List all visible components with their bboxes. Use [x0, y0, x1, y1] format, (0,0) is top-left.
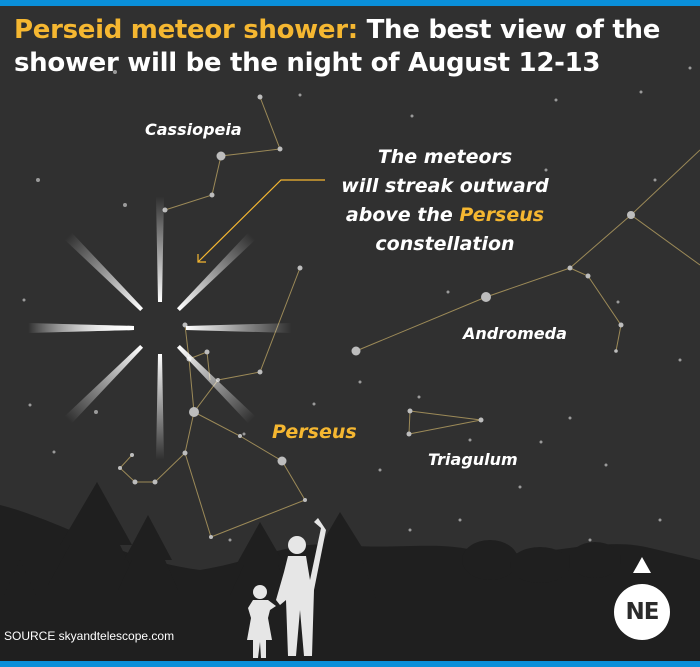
compass-badge: NE: [614, 584, 670, 640]
north-arrow-icon: [633, 557, 651, 573]
triangulum-stars: [406, 408, 484, 437]
callout-line-1: The meteors: [377, 146, 513, 168]
ground-silhouette: [0, 482, 700, 667]
meteor-streak: [186, 323, 292, 333]
meteor-streak: [156, 354, 164, 460]
perseus-stars: [118, 265, 307, 539]
meteor-streak-left: [28, 323, 134, 333]
meteor-streak: [64, 344, 144, 424]
label-cassiopeia: Cassiopeia: [145, 120, 242, 139]
headline-accent: Perseid meteor shower:: [14, 15, 358, 45]
callout-line-3: above the Perseus: [300, 201, 590, 230]
triangulum-constellation: [408, 410, 482, 435]
source-credit: SOURCE skyandtelescope.com: [4, 629, 175, 643]
label-andromeda: Andromeda: [463, 324, 567, 343]
top-accent-bar: [0, 0, 700, 6]
label-triangulum: Triagulum: [428, 450, 518, 469]
meteor-streak: [64, 232, 144, 312]
headline-text: The best view of the shower will be the …: [14, 15, 661, 78]
callout-line-4: constellation: [375, 233, 515, 255]
label-perseus: Perseus: [272, 421, 357, 443]
callout-line-2: will streak outward: [341, 175, 549, 197]
callout-line-3-prefix: above the: [345, 204, 453, 226]
andromeda-stars: [351, 211, 635, 356]
meteor-streak: [176, 344, 256, 424]
meteor-streak: [156, 196, 164, 302]
bottom-accent-bar: [0, 661, 700, 667]
people-silhouette: [247, 518, 326, 658]
meteor-streak: [176, 232, 256, 312]
cassiopeia-stars: [162, 94, 283, 213]
callout-pointer: [197, 179, 325, 263]
callout-text: The meteors will streak outward above th…: [300, 143, 590, 259]
headline: Perseid meteor shower: The best view of …: [14, 14, 690, 80]
perseus-constellation: [119, 267, 306, 538]
callout-line-3-accent: Perseus: [459, 204, 545, 226]
